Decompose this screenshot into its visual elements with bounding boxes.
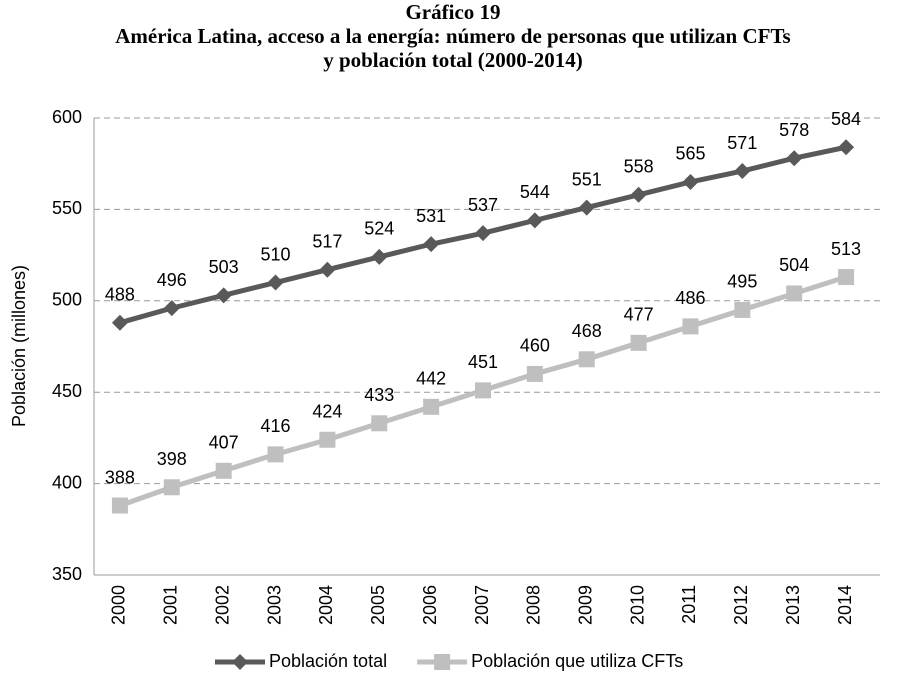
x-tick-label: 2013 — [783, 585, 803, 625]
legend-label: Población que utiliza CFTs — [471, 651, 683, 671]
point — [578, 199, 595, 216]
x-tick-label: 2010 — [627, 585, 647, 625]
data-label: 433 — [364, 385, 394, 405]
point — [682, 318, 699, 335]
point — [423, 398, 440, 415]
point — [838, 269, 855, 286]
y-tick-label: 350 — [52, 564, 82, 584]
point — [267, 274, 284, 291]
data-label: 504 — [779, 255, 809, 275]
point — [163, 300, 180, 317]
legend-label: Población total — [269, 651, 387, 671]
point — [630, 186, 647, 203]
data-label: 544 — [520, 182, 550, 202]
data-label: 503 — [209, 257, 239, 277]
x-tick-label: 2007 — [472, 585, 492, 625]
data-label: 551 — [572, 169, 602, 189]
x-tick-label: 2004 — [316, 585, 336, 625]
point — [434, 654, 451, 670]
point — [215, 287, 232, 304]
point — [630, 334, 647, 351]
point — [734, 301, 751, 318]
point — [163, 479, 180, 496]
y-tick-label: 600 — [52, 107, 82, 127]
point — [786, 285, 803, 302]
x-tick-label: 2011 — [679, 585, 699, 624]
data-label: 398 — [157, 449, 187, 469]
point — [215, 462, 232, 479]
data-label: 558 — [624, 157, 654, 177]
x-tick-label: 2000 — [109, 585, 129, 625]
x-tick-label: 2014 — [835, 585, 855, 625]
point — [475, 382, 491, 399]
y-tick-label: 400 — [52, 472, 82, 492]
point — [371, 248, 388, 265]
data-label: 513 — [831, 239, 861, 259]
x-tick-label: 2002 — [212, 585, 232, 625]
point — [371, 415, 388, 432]
point — [319, 261, 336, 278]
point — [423, 236, 440, 253]
y-axis-label: Población (millones) — [9, 265, 29, 427]
point — [111, 314, 128, 331]
x-tick-label: 2012 — [731, 585, 751, 625]
x-tick-label: 2005 — [368, 585, 388, 625]
point — [111, 497, 128, 514]
data-label: 510 — [261, 244, 291, 264]
point — [267, 446, 284, 463]
data-label: 416 — [261, 416, 291, 436]
y-tick-label: 550 — [52, 198, 82, 218]
data-label: 424 — [312, 401, 342, 421]
chart-subtitle: América Latina, acceso a la energía: núm… — [115, 24, 790, 48]
data-label: 486 — [675, 288, 705, 308]
data-label: 584 — [831, 109, 861, 129]
x-tick-label: 2006 — [420, 585, 440, 625]
data-label: 578 — [779, 120, 809, 140]
data-label: 524 — [364, 219, 394, 239]
point — [838, 139, 855, 156]
data-label: 442 — [416, 369, 446, 389]
point — [232, 654, 248, 670]
data-label: 571 — [727, 133, 757, 153]
data-label: 477 — [624, 305, 654, 325]
data-label: 468 — [572, 321, 602, 341]
data-label: 565 — [675, 144, 705, 164]
data-label: 495 — [727, 272, 757, 292]
x-tick-label: 2003 — [264, 585, 284, 625]
point — [319, 431, 336, 448]
data-label: 531 — [416, 206, 446, 226]
point — [526, 365, 543, 382]
data-label: 537 — [468, 195, 498, 215]
chart-title: Gráfico 19 — [405, 0, 500, 24]
x-tick-label: 2001 — [161, 585, 181, 625]
data-label: 517 — [312, 231, 342, 251]
data-label: 496 — [157, 270, 187, 290]
x-tick-label: 2009 — [575, 585, 595, 625]
point — [734, 163, 751, 180]
point — [682, 173, 699, 190]
point — [475, 225, 491, 242]
data-label: 407 — [209, 433, 239, 453]
data-label: 488 — [105, 284, 135, 304]
point — [526, 212, 543, 229]
data-label: 451 — [468, 352, 498, 372]
chart-subtitle: y población total (2000-2014) — [323, 48, 583, 72]
y-tick-label: 450 — [52, 381, 82, 401]
point — [578, 351, 595, 368]
y-tick-label: 500 — [52, 290, 82, 310]
data-label: 388 — [105, 467, 135, 487]
data-label: 460 — [520, 336, 550, 356]
x-tick-label: 2008 — [524, 585, 544, 625]
point — [786, 150, 803, 167]
